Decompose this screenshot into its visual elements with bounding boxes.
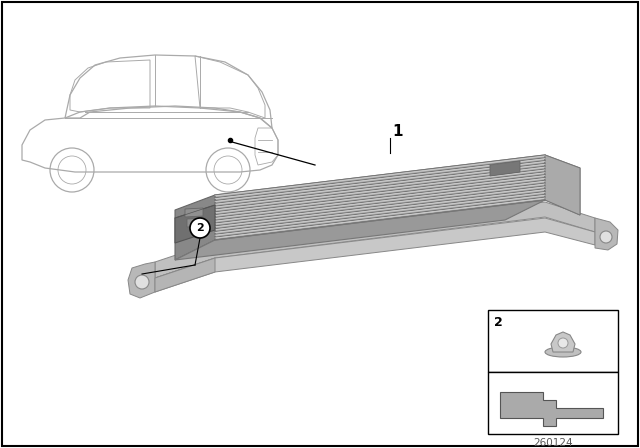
Polygon shape	[175, 205, 215, 243]
Ellipse shape	[545, 347, 581, 357]
Bar	[488, 372, 618, 434]
Text: 2: 2	[196, 223, 204, 233]
Polygon shape	[155, 202, 595, 278]
Text: 260124: 260124	[533, 438, 573, 448]
Polygon shape	[545, 155, 580, 215]
Polygon shape	[500, 392, 603, 426]
Polygon shape	[185, 208, 203, 217]
Polygon shape	[490, 161, 520, 176]
Circle shape	[558, 338, 568, 348]
Polygon shape	[155, 258, 215, 292]
Polygon shape	[545, 155, 580, 215]
Circle shape	[190, 218, 210, 238]
Polygon shape	[175, 200, 545, 260]
Polygon shape	[187, 218, 205, 227]
Text: 2: 2	[494, 316, 503, 329]
Circle shape	[135, 275, 149, 289]
Polygon shape	[551, 332, 575, 352]
Bar	[488, 310, 618, 372]
Text: 1: 1	[392, 125, 403, 139]
Polygon shape	[128, 262, 155, 298]
Polygon shape	[215, 155, 545, 240]
Polygon shape	[595, 218, 618, 250]
Polygon shape	[175, 195, 215, 260]
Circle shape	[600, 231, 612, 243]
Polygon shape	[155, 218, 595, 292]
